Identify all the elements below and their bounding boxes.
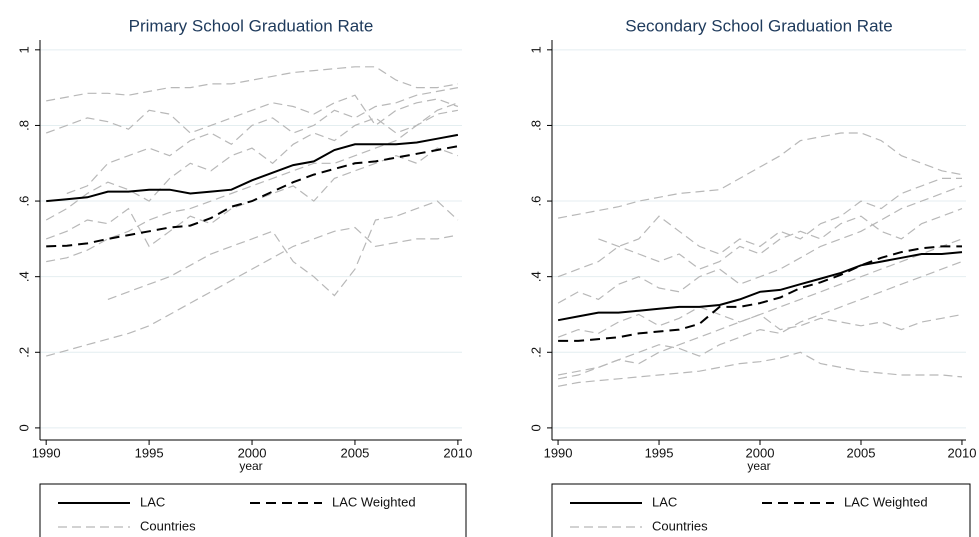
series-line (46, 145, 459, 248)
x-tick-label: 1990 (32, 445, 61, 460)
legend-box (551, 483, 971, 537)
x-tick-label: 2010 (948, 445, 977, 460)
chart-title: Secondary School Graduation Rate (625, 16, 892, 35)
y-tick-label: .8 (16, 120, 31, 131)
series-line (45, 147, 459, 248)
x-axis-label: year (747, 459, 770, 473)
series-line (557, 351, 963, 387)
y-tick-label: .4 (16, 271, 31, 282)
legend-label: LAC (140, 494, 165, 509)
series-line (598, 208, 963, 270)
series-line (557, 251, 963, 322)
series-line (46, 102, 459, 263)
x-tick-label: 1990 (544, 445, 573, 460)
x-tick-label: 1995 (135, 445, 164, 460)
y-tick-label: .6 (16, 196, 31, 207)
legend-label: Countries (140, 518, 196, 533)
series-line (557, 185, 963, 304)
y-tick-label: 1 (16, 46, 31, 53)
legend-label: LAC Weighted (844, 494, 928, 509)
chart-title: Primary School Graduation Rate (129, 16, 374, 35)
series-line (557, 261, 963, 376)
y-tick-label: .2 (16, 347, 31, 358)
y-tick-label: 1 (528, 46, 543, 53)
x-axis-label: year (239, 459, 262, 473)
x-tick-label: 2005 (847, 445, 876, 460)
y-tick-label: .2 (528, 347, 543, 358)
series-line (558, 245, 962, 342)
x-tick-label: 1995 (645, 445, 674, 460)
series-line (45, 94, 459, 134)
series-line (45, 109, 459, 221)
legend-label: LAC (652, 494, 677, 509)
series-line (557, 238, 963, 380)
series-line (46, 66, 459, 102)
series-line (557, 306, 963, 338)
y-tick-label: .4 (528, 271, 543, 282)
series-line (107, 200, 459, 300)
x-tick-label: 2000 (238, 445, 267, 460)
x-tick-label: 2005 (340, 445, 369, 460)
y-tick-label: .8 (528, 120, 543, 131)
legend-label: Countries (652, 518, 708, 533)
y-tick-label: 0 (16, 424, 31, 431)
x-tick-label: 2000 (746, 445, 775, 460)
legend-box (39, 483, 467, 537)
legend-label: LAC Weighted (332, 494, 416, 509)
series-line (557, 177, 962, 278)
series-line (557, 132, 963, 219)
series-line (66, 87, 459, 195)
y-tick-label: 0 (528, 424, 543, 431)
x-tick-label: 2010 (443, 445, 472, 460)
series-line (46, 226, 459, 357)
y-tick-label: .6 (528, 196, 543, 207)
series-line (46, 133, 459, 203)
